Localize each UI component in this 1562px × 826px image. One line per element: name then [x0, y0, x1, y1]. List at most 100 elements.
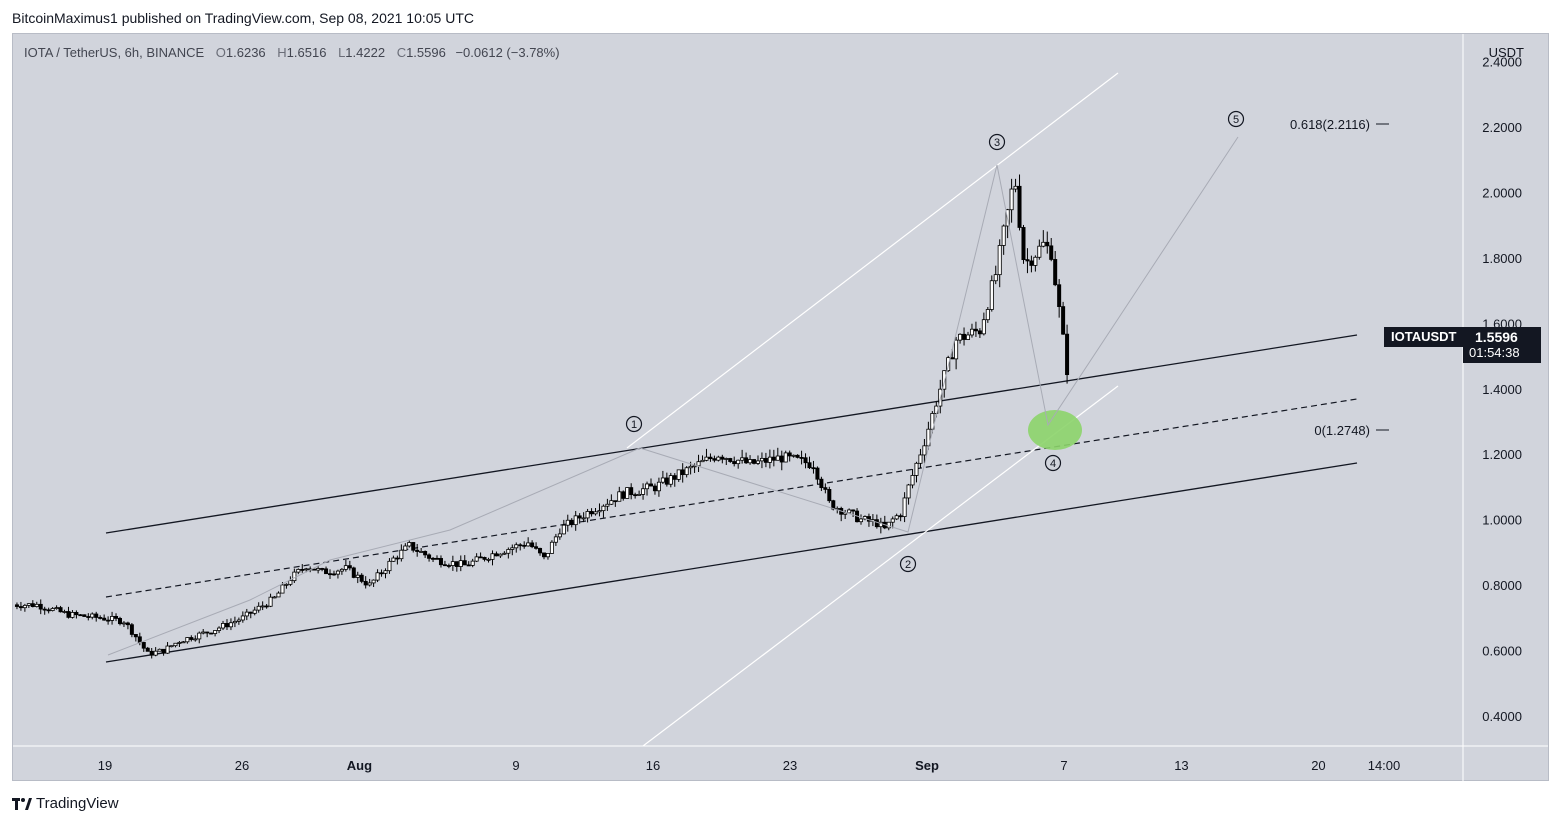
candle-body: [339, 568, 344, 572]
fib-level-label: 0(1.2748): [1314, 423, 1370, 438]
candle-body: [902, 497, 907, 517]
candle-body: [1029, 260, 1034, 266]
candle-body: [708, 456, 713, 460]
y-tick-label: 1.0000: [1482, 513, 1522, 528]
candle-body: [581, 517, 586, 520]
y-tick-label: 0.6000: [1482, 644, 1522, 659]
candle-body: [1033, 256, 1038, 266]
candle-body: [716, 456, 721, 461]
candle-body: [985, 309, 990, 321]
candle-body: [605, 503, 610, 507]
publisher-line: BitcoinMaximus1 published on TradingView…: [12, 10, 475, 26]
low-label: L: [338, 45, 346, 60]
chart-panel[interactable]: [12, 33, 1549, 781]
candle-body: [704, 456, 709, 461]
candle-body: [70, 612, 75, 618]
candle-body: [585, 511, 590, 519]
candle-body: [617, 491, 622, 502]
candle-body: [958, 333, 963, 341]
candle-body: [680, 469, 685, 476]
candle-body: [38, 603, 43, 610]
candle-body: [26, 603, 31, 606]
wave-label-4: 4: [1050, 458, 1056, 470]
candle-body: [217, 627, 222, 631]
fib-level-label: 0.618(2.2116): [1290, 117, 1370, 132]
candle-body: [335, 570, 340, 575]
candle-body: [466, 564, 471, 567]
candle-body: [542, 552, 547, 558]
candle-body: [918, 454, 923, 464]
candle-body: [197, 632, 202, 640]
y-tick-label: 0.4000: [1482, 709, 1522, 724]
candle-body: [446, 565, 451, 567]
candle-body: [153, 650, 158, 656]
candle-body: [30, 603, 35, 607]
x-tick-label: 9: [512, 758, 519, 773]
candle-body: [676, 469, 681, 480]
candle-body: [244, 611, 249, 617]
y-tick-label: 2.4000: [1482, 55, 1522, 70]
candle-body: [399, 549, 404, 560]
x-tick-label: 23: [783, 758, 797, 773]
candle-body: [117, 617, 122, 625]
candle-body: [177, 642, 182, 644]
candle-body: [209, 632, 214, 635]
chart-axes: 0.40000.60000.80001.00001.20001.40001.60…: [13, 34, 1548, 781]
candle-body: [843, 512, 848, 515]
wave-label-1: 1: [631, 419, 637, 431]
candle-body: [823, 487, 828, 490]
candle-body: [232, 620, 237, 624]
candle-body: [454, 561, 459, 567]
candle-body: [827, 489, 832, 502]
candle-body: [1057, 284, 1062, 307]
candle-body: [498, 553, 503, 557]
candle-body: [724, 458, 729, 460]
candle-body: [252, 609, 257, 614]
candle-body: [224, 623, 229, 628]
candle-body: [276, 592, 281, 598]
x-tick-label: 16: [646, 758, 660, 773]
candle-body: [1001, 225, 1006, 246]
candle-body: [324, 568, 329, 575]
candle-body: [351, 567, 356, 578]
candle-body: [538, 547, 543, 554]
candle-body: [228, 622, 233, 628]
candle-body: [474, 556, 479, 562]
candle-body: [490, 553, 495, 560]
candle-body: [189, 637, 194, 640]
candle-body: [363, 580, 368, 586]
candle-body: [783, 452, 788, 463]
candle-body: [94, 613, 99, 618]
candle-body: [601, 505, 606, 512]
candle-body: [141, 642, 146, 649]
candle-body: [379, 572, 384, 575]
candle-body: [1013, 185, 1018, 190]
candle-body: [1049, 245, 1054, 260]
candle-body: [692, 465, 697, 468]
candle-body: [656, 481, 661, 492]
x-tick-label: 19: [98, 758, 112, 773]
candle-body: [403, 545, 408, 551]
candle-body: [395, 557, 400, 560]
candle-body: [767, 456, 772, 463]
candle-body: [423, 551, 428, 556]
wave-channel-upper-line: [626, 72, 1119, 449]
candle-body: [561, 524, 566, 535]
candle-body: [736, 459, 741, 465]
candle-body: [328, 573, 333, 576]
tradingview-brand[interactable]: TradingView: [12, 795, 119, 812]
candle-body: [748, 459, 753, 464]
wave-label-3: 3: [994, 137, 1000, 149]
candle-body: [260, 605, 265, 608]
last-price: 1.5596: [1475, 329, 1518, 345]
candle-body: [470, 560, 475, 566]
candle-body: [46, 609, 51, 612]
candle-body: [633, 494, 638, 497]
candle-body: [438, 558, 443, 566]
candle-body: [435, 557, 440, 560]
candle-body: [331, 573, 336, 576]
candle-body: [954, 339, 959, 360]
candle-body: [300, 569, 305, 571]
candle-body: [799, 457, 804, 459]
